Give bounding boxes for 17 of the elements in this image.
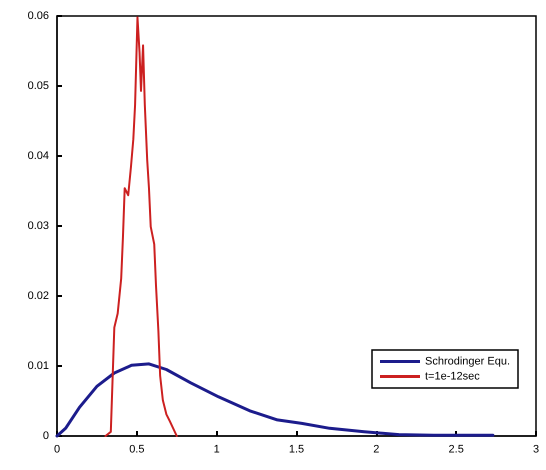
x-tick-label: 1 (214, 444, 220, 456)
y-tick-label: 0.01 (28, 360, 49, 372)
x-tick-label: 1.5 (288, 444, 304, 456)
legend-label: t=1e-12sec (425, 370, 480, 382)
x-tick-label: 3 (532, 444, 540, 456)
x-tick-label: 2 (373, 444, 380, 456)
y-tick-label: 0.03 (28, 220, 49, 232)
y-tick-label: 0.04 (28, 150, 49, 162)
y-tick-label: 0.06 (28, 10, 49, 22)
legend-label: Schrodinger Equ. (425, 356, 510, 368)
line-series (104, 16, 178, 437)
x-tick-label: 2.5 (448, 444, 464, 456)
y-tick-label: 0.05 (28, 80, 49, 92)
x-tick-label: 0.5 (129, 444, 144, 456)
x-tick-label: 0 (54, 444, 60, 456)
y-tick-label: 0 (42, 430, 49, 442)
y-tick-label: 0.02 (28, 290, 49, 302)
